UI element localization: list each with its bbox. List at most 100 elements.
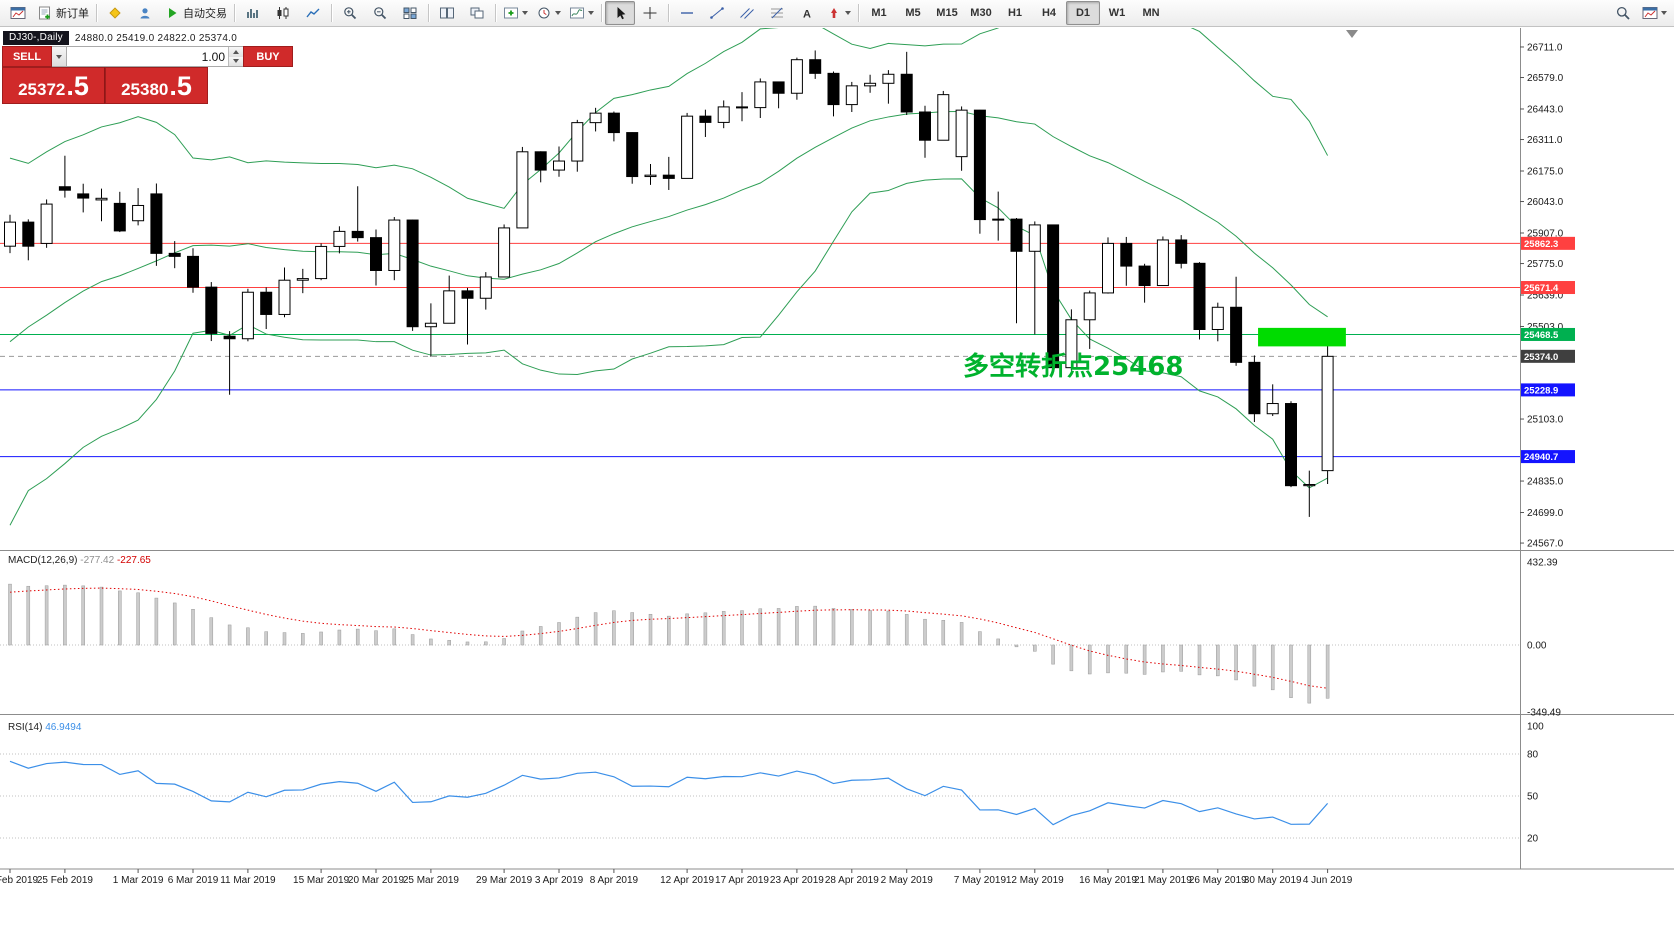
macd-bar [685, 613, 689, 646]
buy-price-main: 25380 [121, 80, 169, 100]
macd-scale-label: 432.39 [1527, 557, 1558, 568]
chart-window-button[interactable] [3, 1, 33, 25]
tf-m30-button[interactable]: M30 [964, 1, 998, 25]
svg-text:25468.5: 25468.5 [1524, 330, 1559, 341]
auto-arrange-button[interactable] [395, 1, 425, 25]
macd-scale-label: -349.49 [1527, 708, 1561, 719]
price-axis[interactable] [1520, 28, 1674, 869]
toolbar-separator [858, 4, 859, 22]
buy-price[interactable]: 25380.5 [105, 67, 208, 104]
cascade-windows-button[interactable] [462, 1, 492, 25]
buy-button[interactable]: BUY [243, 46, 293, 67]
autotrading-button[interactable]: 自动交易 [160, 1, 231, 25]
candle-body [1065, 319, 1078, 369]
macd-bar [1179, 644, 1183, 672]
price-axis-label: 25775.0 [1527, 259, 1564, 270]
zoom-out-button[interactable] [365, 1, 395, 25]
trendline-button[interactable] [702, 1, 732, 25]
candlestick-chart-button[interactable] [268, 1, 298, 25]
window-layout-button[interactable] [1638, 1, 1671, 25]
date-axis-label: 30 May 2019 [1244, 875, 1302, 886]
volume-decrease-button[interactable] [229, 56, 243, 66]
tf-h1-button[interactable]: H1 [998, 1, 1032, 25]
indicators-button[interactable] [499, 1, 532, 25]
buy-price-frac: .5 [169, 71, 192, 101]
tf-d1-button[interactable]: D1 [1066, 1, 1100, 25]
sell-button[interactable]: SELL [2, 46, 52, 67]
price-axis-label: 25103.0 [1527, 415, 1564, 426]
volume-increase-button[interactable] [229, 47, 243, 57]
tf-mn-button[interactable]: MN [1134, 1, 1168, 25]
templates-dropdown-caret[interactable] [588, 11, 594, 15]
chart-shift-marker[interactable] [1346, 30, 1358, 38]
price-axis-label: 26311.0 [1527, 135, 1563, 146]
candle-body [22, 221, 35, 247]
new-order-button[interactable]: 新订单 [33, 1, 93, 25]
line-chart-button[interactable] [298, 1, 328, 25]
candle-body [1211, 306, 1224, 330]
tf-m15-button[interactable]: M15 [930, 1, 964, 25]
search-button[interactable] [1608, 1, 1638, 25]
macd-bar [1197, 644, 1202, 676]
toolbar-group-windows [432, 1, 492, 25]
candle-body [95, 197, 108, 201]
candle-body [187, 255, 199, 288]
candle-body [315, 245, 328, 280]
market-button[interactable] [100, 1, 130, 25]
candle-body [919, 111, 931, 141]
highlight-rectangle[interactable] [1258, 327, 1346, 347]
zoom-in-button[interactable] [335, 1, 365, 25]
candle-body [717, 106, 730, 123]
candle-body [973, 109, 986, 221]
horizontal-line-button[interactable] [672, 1, 702, 25]
price-axis-label: 26579.0 [1527, 73, 1564, 84]
date-axis-label: 20 Mar 2019 [348, 875, 405, 886]
arrows-dropdown-caret[interactable] [845, 11, 851, 15]
community-button[interactable] [130, 1, 160, 25]
equidistant-channel-button[interactable] [732, 1, 762, 25]
tf-m5-button[interactable]: M5 [896, 1, 930, 25]
candle-body [992, 218, 1005, 221]
text-label-button[interactable]: A [792, 1, 822, 25]
macd-bar [1161, 644, 1165, 673]
macd-bar [264, 631, 268, 646]
candle-body [1248, 361, 1261, 415]
date-axis-label: 25 Mar 2019 [403, 875, 460, 886]
tf-h4-button[interactable]: H4 [1032, 1, 1066, 25]
cursor-button[interactable] [605, 1, 635, 25]
macd-bar [118, 590, 122, 646]
indicators-dropdown-caret[interactable] [522, 11, 528, 15]
ohlc-values: 24880.0 25419.0 24822.0 25374.0 [74, 32, 238, 44]
sell-price[interactable]: 25372.5 [2, 67, 105, 104]
arrows-button[interactable] [822, 1, 855, 25]
bar-chart-button[interactable] [238, 1, 268, 25]
fibonacci-retracement-button[interactable] [762, 1, 792, 25]
candle-body [479, 276, 492, 299]
macd-bar [904, 614, 909, 646]
macd-bar [593, 612, 598, 646]
date-axis-label: 26 May 2019 [1189, 875, 1247, 886]
tf-m30-label: M30 [970, 7, 992, 19]
window-layout-dropdown-caret[interactable] [1661, 11, 1667, 15]
crosshair-button[interactable] [635, 1, 665, 25]
tile-windows-button[interactable] [432, 1, 462, 25]
macd-bar [465, 641, 470, 646]
order-type-dropdown[interactable] [52, 46, 67, 67]
date-axis-label: 12 Apr 2019 [660, 875, 714, 886]
tf-m5-label: M5 [905, 7, 921, 19]
chart-annotation-text[interactable]: 多空转折点25468 [963, 352, 1184, 382]
date-axis-label: 6 Mar 2019 [168, 875, 219, 886]
volume-input[interactable] [67, 47, 228, 66]
macd-bar [172, 602, 177, 646]
fibonacci-retracement-icon [769, 6, 785, 20]
candle-body [662, 174, 675, 179]
macd-bar [868, 610, 872, 646]
price-tag: 24940.7 [1521, 450, 1575, 464]
periods-button[interactable] [532, 1, 565, 25]
tf-m1-button[interactable]: M1 [862, 1, 896, 25]
svg-text:25228.9: 25228.9 [1524, 385, 1558, 396]
tf-w1-button[interactable]: W1 [1100, 1, 1134, 25]
templates-button[interactable] [565, 1, 598, 25]
periods-dropdown-caret[interactable] [555, 11, 561, 15]
